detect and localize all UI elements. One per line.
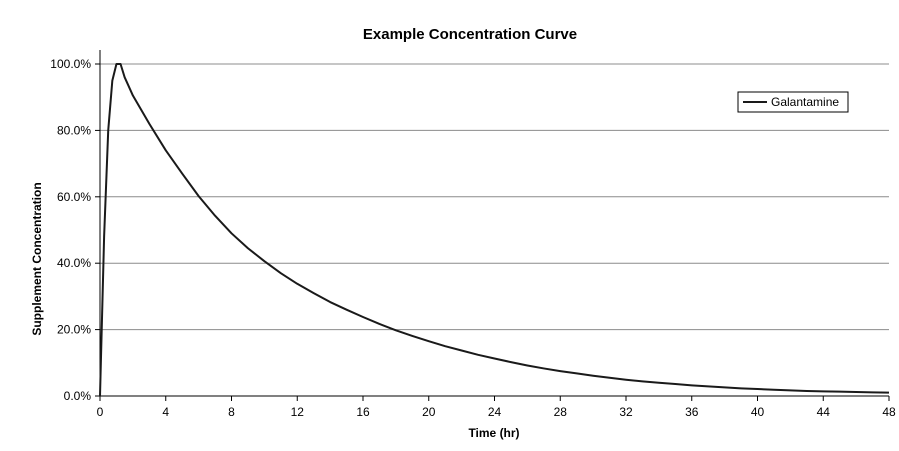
x-tick-label: 20 (422, 405, 436, 419)
x-tick-label: 16 (356, 405, 370, 419)
y-tick-label: 40.0% (57, 256, 91, 270)
x-tick-label: 32 (619, 405, 633, 419)
series-lines (99, 63, 890, 397)
x-tick-label: 12 (291, 405, 305, 419)
gridlines (100, 63, 889, 331)
y-tick-label: 100.0% (50, 57, 91, 71)
chart-title: Example Concentration Curve (363, 26, 577, 43)
x-tick-label: 0 (97, 405, 104, 419)
y-axis-ticks: 0.0% 20.0% 40.0% 60.0% 80.0% 100.0% (50, 57, 100, 403)
x-tick-label: 8 (228, 405, 235, 419)
x-axis-ticks: 0 4 8 12 16 20 24 28 32 36 40 44 48 (97, 396, 896, 419)
y-tick-label: 20.0% (57, 323, 91, 337)
x-tick-label: 4 (162, 405, 169, 419)
y-tick-label: 60.0% (57, 190, 91, 204)
y-tick-label: 0.0% (64, 389, 92, 403)
x-tick-label: 24 (488, 405, 502, 419)
x-tick-label: 44 (817, 405, 831, 419)
x-tick-label: 40 (751, 405, 765, 419)
y-axis-title: Supplement Concentration (30, 182, 44, 335)
x-tick-label: 48 (882, 405, 896, 419)
legend-box (737, 91, 849, 113)
legend-label-galantamine: Galantamine (771, 95, 839, 109)
series-line-galantamine (99, 63, 890, 397)
x-axis-title: Time (hr) (468, 426, 519, 440)
x-tick-label: 28 (554, 405, 568, 419)
y-tick-label: 80.0% (57, 123, 91, 137)
x-tick-label: 36 (685, 405, 699, 419)
legend: Galantamine (737, 91, 849, 113)
